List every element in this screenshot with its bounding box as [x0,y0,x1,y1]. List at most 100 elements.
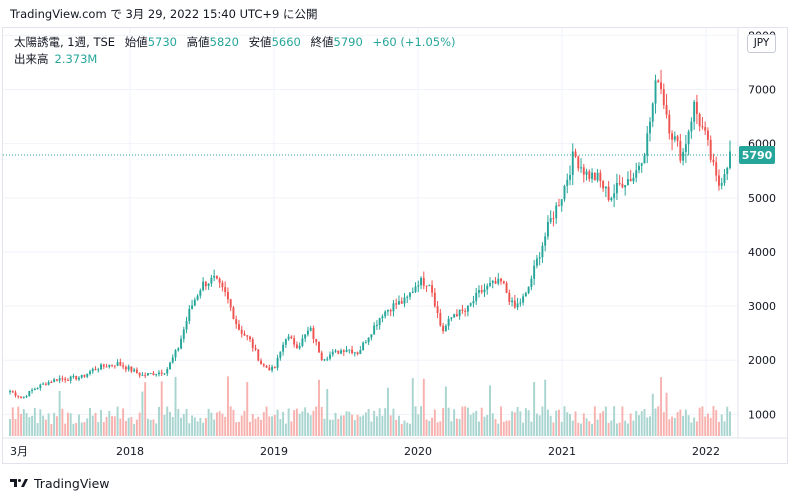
volume-bar [668,419,671,436]
volume-bar [180,417,182,436]
volume-bar [210,412,213,436]
candle-body [466,305,469,312]
candle-body [199,290,202,296]
volume-bar [146,418,149,436]
candle-body [715,162,718,176]
candle-body [695,101,698,115]
candle-body [306,330,309,335]
candle-body [127,366,130,370]
candle-body [398,301,400,305]
tradingview-brand[interactable]: TradingView [10,474,110,492]
candle-body [533,265,536,279]
time-tick-label: 2021 [548,445,576,458]
volume-bar [284,423,287,436]
volume-bar [119,418,122,436]
volume-bar [704,416,707,436]
open-value: 5730 [147,35,177,49]
candle-body [188,308,191,321]
volume-bar [364,412,367,436]
volume-bar [422,378,425,436]
candle-body [257,349,260,361]
volume-bar [282,411,285,436]
volume-bar [701,406,704,436]
candle-body [113,365,116,367]
candle-body [624,184,627,188]
volume-bar [53,412,56,436]
candle-body [588,171,591,179]
volume-bar [318,379,320,436]
candle-body [149,373,152,375]
candle-body [42,383,45,385]
volume-bar [182,413,185,436]
volume-bar [185,408,188,436]
candle-body [580,167,582,169]
candle-body [613,193,616,199]
candle-body [202,281,205,291]
candle-body [638,165,640,171]
volume-bar [163,414,166,436]
volume-bar [122,408,125,436]
volume-bar [169,411,171,436]
volume-bar [348,411,351,436]
candle-body [723,174,726,184]
candle-body [119,362,122,366]
candle-body [640,163,643,166]
volume-bar [75,422,78,436]
volume-bar [188,423,191,436]
volume-bar [635,410,638,436]
candle-body [207,283,210,287]
candle-body [508,292,511,303]
volume-bar [370,421,373,436]
volume-bar [638,415,640,436]
volume-bar [196,421,199,436]
volume-bar [108,410,111,436]
candle-body [235,319,238,325]
candle-body [61,378,64,380]
volume-bar [403,420,406,436]
candle-body [100,364,102,370]
volume-bar [351,414,354,436]
volume-bar [588,421,591,436]
candle-body [596,172,599,181]
candle-body [238,324,240,330]
grid-lines [3,28,738,438]
candle-body [53,379,56,383]
volume-bar [61,408,64,436]
candle-body [420,277,422,286]
currency-button[interactable]: JPY [747,34,776,53]
price-tick-label: 4000 [748,246,776,259]
volume-bar [326,388,329,436]
volume-bar [464,406,467,436]
volume-bar [375,416,378,436]
volume-bar [726,406,729,436]
volume-bar [83,421,86,436]
candle-body [260,360,262,365]
volume-bar [712,406,715,436]
candle-body [433,292,436,307]
high-value: 5820 [209,35,239,49]
candle-body [326,358,329,360]
candle-body [679,141,682,161]
candle-body [494,280,497,284]
candle-body [295,344,298,349]
price-axis: 80007000600050004000300020001000 [748,29,776,421]
time-tick-label: 2019 [260,445,288,458]
volume-bar [472,412,475,436]
volume-bar [238,421,240,436]
candle-body [298,345,301,349]
candle-body [224,287,227,292]
volume-bar [558,409,560,436]
volume-bar [629,413,632,436]
candle-body [309,327,312,331]
volume-bar [657,406,660,436]
candle-body [599,172,602,182]
candle-body [618,182,621,184]
volume-bar [480,407,483,436]
candle-body [254,347,257,350]
candle-body [116,362,119,366]
volume-bar [20,413,22,436]
volume-bar [271,416,274,436]
candle-body [204,281,207,287]
candle-body [17,395,20,397]
